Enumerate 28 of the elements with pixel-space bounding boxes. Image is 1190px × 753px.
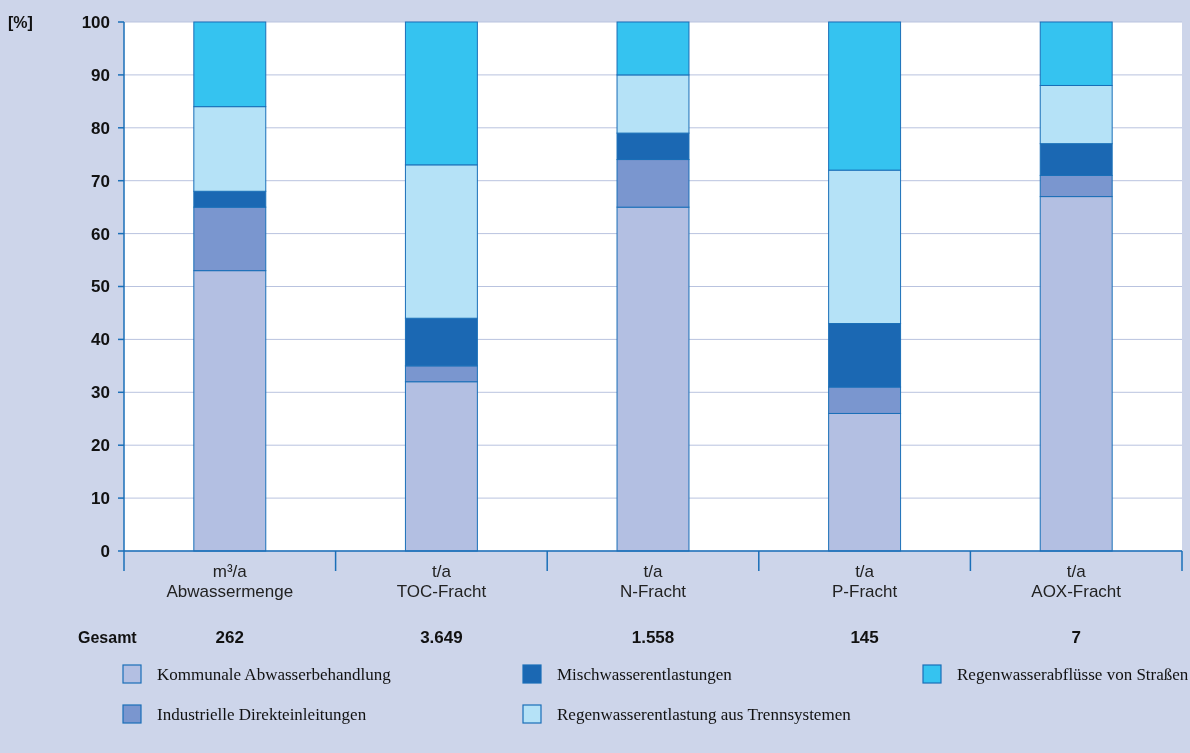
y-tick-label: 0 (100, 541, 110, 561)
text: 262 (215, 628, 244, 647)
y-tick-label: 90 (91, 65, 110, 85)
text: 3.649 (420, 628, 463, 647)
y-tick-label: 10 (91, 489, 110, 509)
y-tick-label: 100 (81, 12, 110, 32)
text: Gesamt (78, 629, 138, 646)
legend-label: Industrielle Direkteinleitungen (157, 704, 367, 724)
legend-label: Regenwasserentlastung aus Trennsystemen (557, 704, 852, 724)
legend-label: Regenwasserabflüsse von Straßen (957, 664, 1189, 684)
y-tick-label: 80 (91, 118, 110, 138)
x-tick-label: m³/a Abwassermenge (166, 562, 294, 601)
y-tick-label: 20 (91, 436, 110, 456)
legend-label: Mischwasserentlastungen (557, 664, 733, 684)
y-tick-label: 60 (91, 224, 110, 244)
text: 145 (850, 628, 879, 647)
y-axis-title: [%] (8, 13, 33, 31)
x-tick-label: t/a P-Fracht (832, 562, 898, 601)
y-tick-label: 70 (91, 171, 110, 191)
x-tick-label: t/a N-Fracht (619, 562, 687, 601)
y-tick-label: 40 (91, 330, 110, 350)
legend-label: Kommunale Abwasserbehandlung (157, 664, 392, 684)
x-tick-label: t/a TOC-Fracht (396, 562, 487, 601)
y-tick-label: 50 (91, 277, 110, 297)
text: 7 (1071, 628, 1081, 647)
y-tick-label: 30 (91, 383, 110, 403)
x-tick-label: t/a AOX-Fracht (1031, 562, 1122, 601)
text: 1.558 (631, 628, 675, 647)
